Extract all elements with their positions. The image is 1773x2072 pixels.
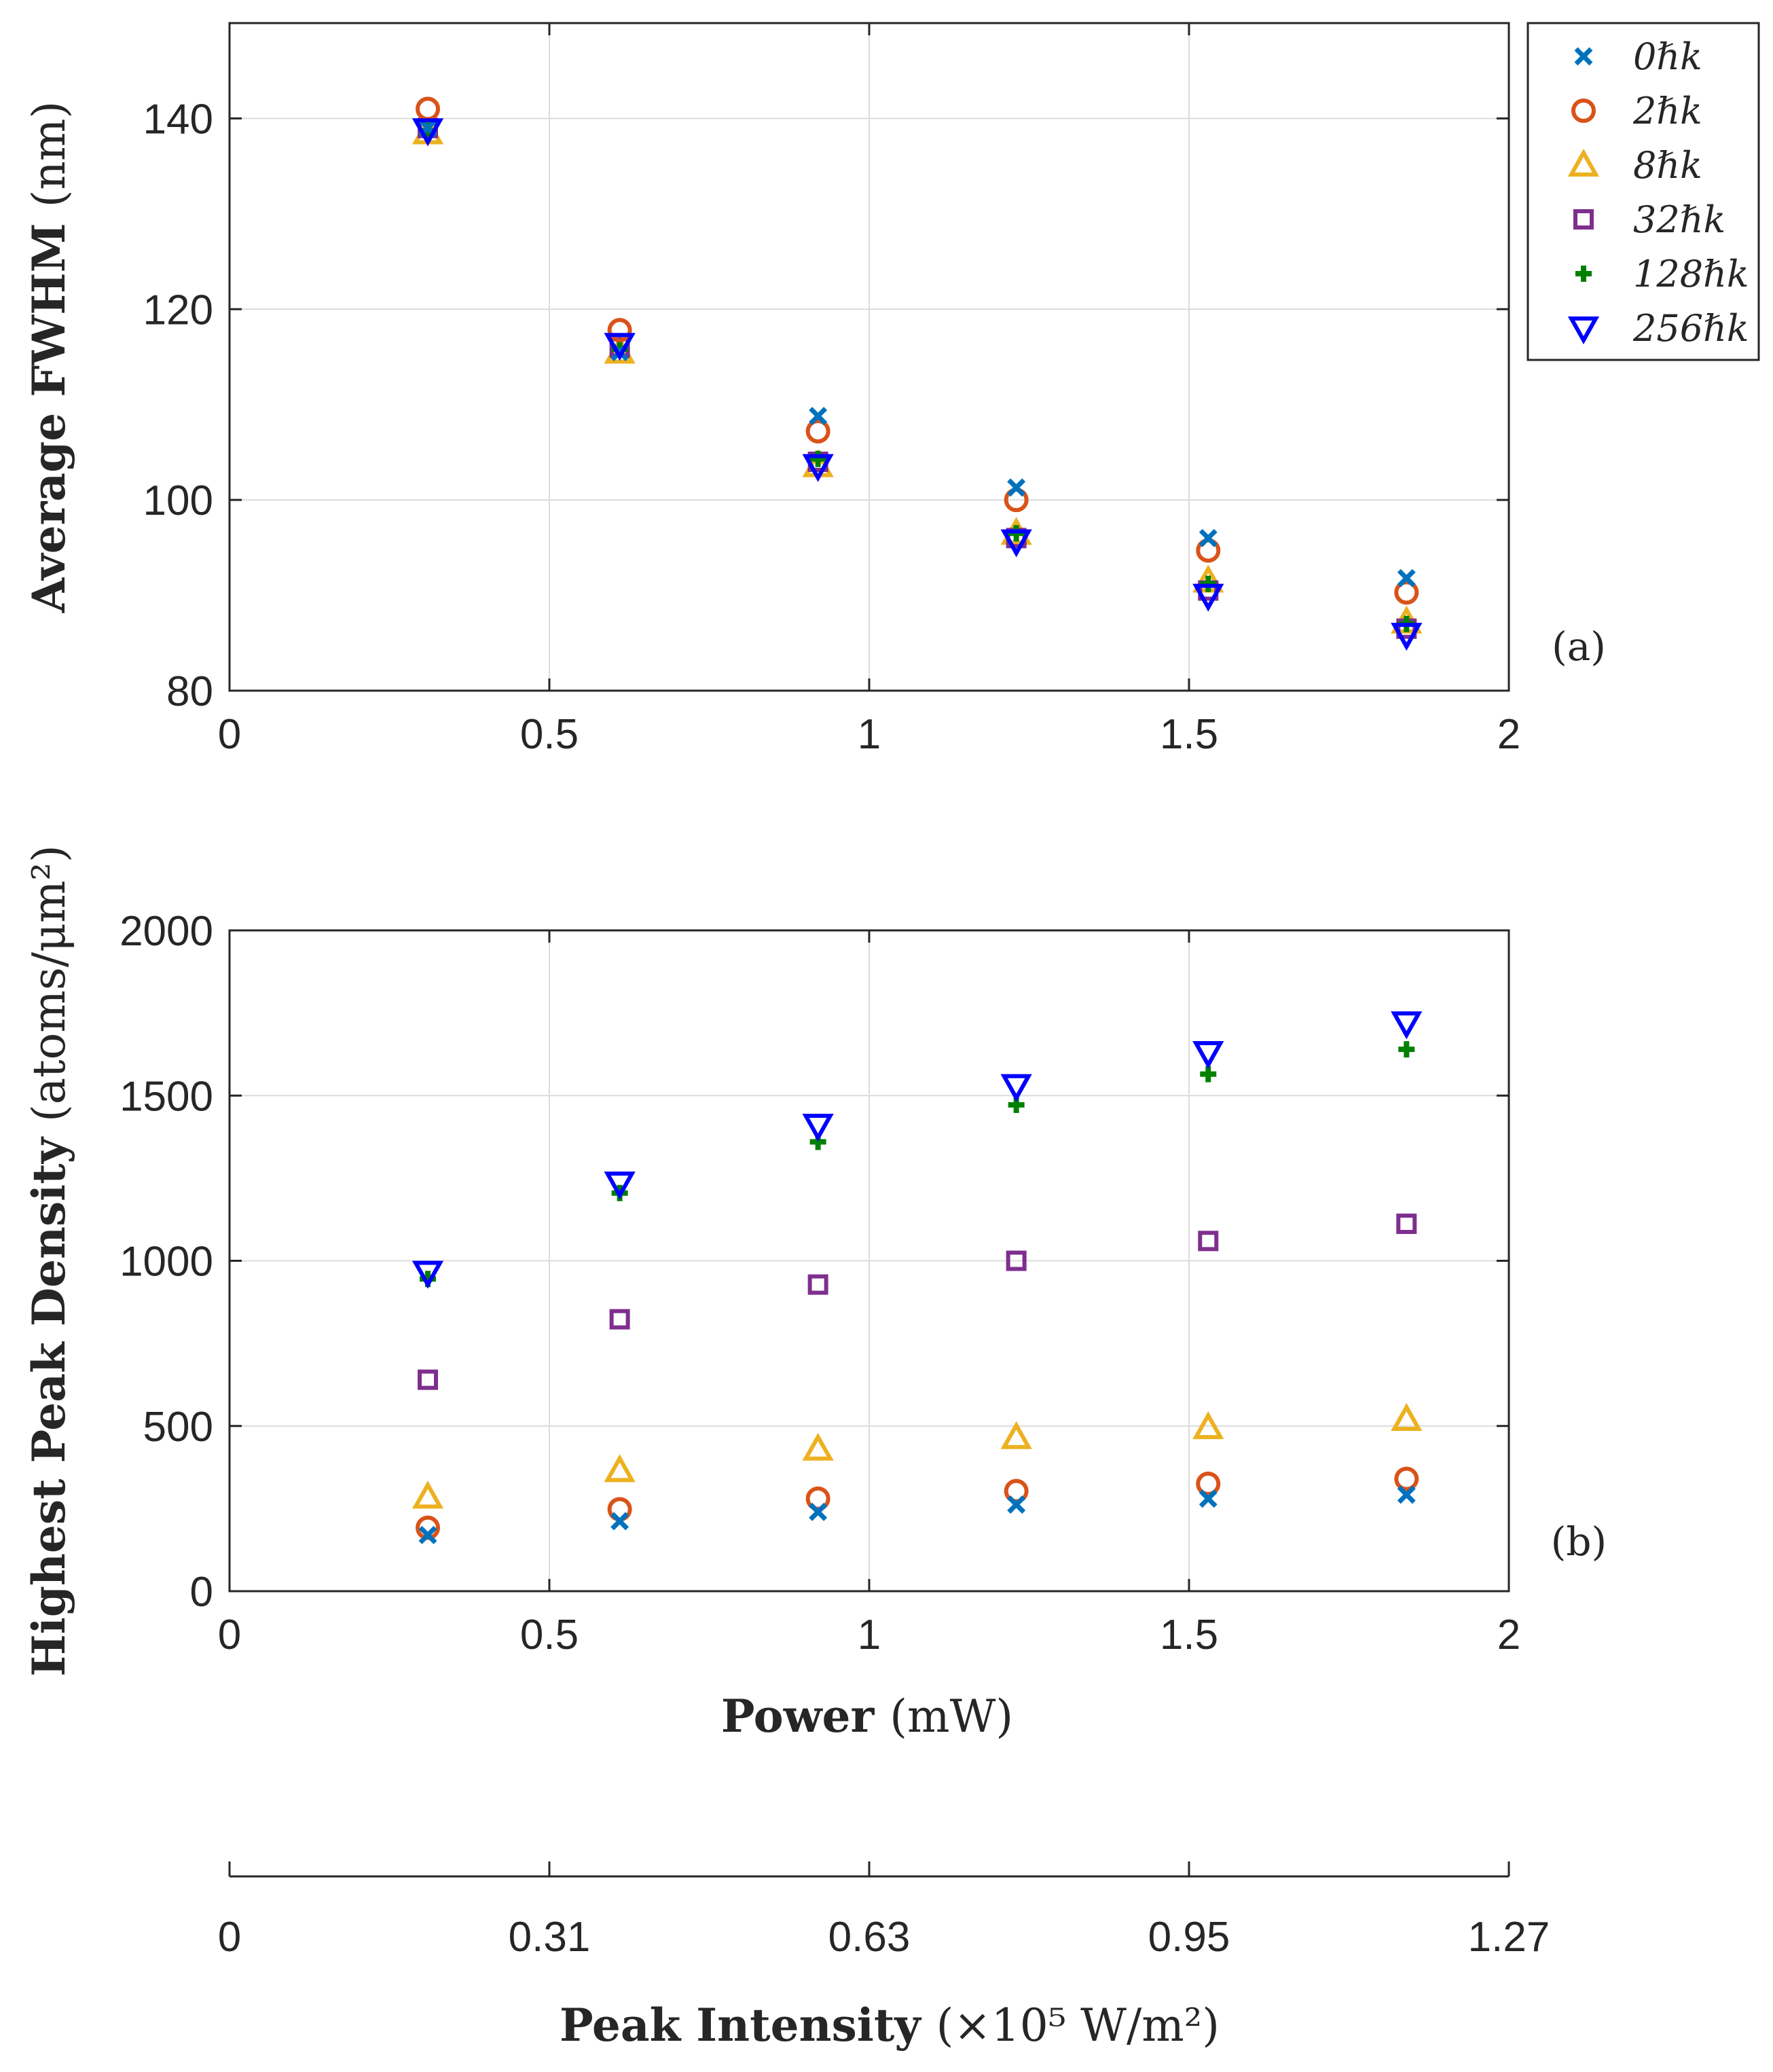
intensity-axis-title: Peak Intensity (×10⁵ W/m²)	[560, 1999, 1220, 2052]
data-point	[809, 450, 826, 467]
data-point	[802, 1114, 834, 1142]
y-tick-label: 80	[166, 668, 213, 715]
y-tick-label: 1500	[120, 1073, 213, 1120]
x-tick-label: 0	[218, 1612, 241, 1658]
legend-marker	[1573, 209, 1594, 230]
y-axis-title-unit: (atoms/μm²)	[23, 845, 75, 1122]
data-point	[1391, 1011, 1423, 1040]
data-point	[1192, 583, 1224, 612]
intensity-tick-label: 0.95	[1148, 1914, 1230, 1961]
legend-label: 32ℏk	[1633, 198, 1725, 241]
data-point	[1192, 1041, 1224, 1070]
x-tick-label: 1	[858, 711, 881, 758]
data-point	[1398, 1041, 1415, 1058]
y-tick-label: 120	[143, 287, 213, 333]
data-point	[1196, 1471, 1221, 1496]
data-point	[1198, 1231, 1219, 1252]
y-tick-label: 140	[143, 96, 213, 143]
panel-b-plot: 0 0.5 1 1.5 2 0 500 1000 1500 2000 Highest Peak De…	[22, 845, 1607, 1676]
legend: 0ℏk 2ℏk 8ℏk 32ℏk 128ℏk 256ℏk	[1527, 22, 1760, 361]
legend-marker	[1567, 148, 1600, 177]
data-point	[1391, 1402, 1423, 1432]
y-tick-label: 2000	[120, 908, 213, 955]
legend-label: 128ℏk	[1633, 253, 1749, 295]
y-tick-label: 1000	[120, 1239, 213, 1286]
intensity-tick-label: 0.63	[828, 1914, 911, 1961]
data-point	[1007, 1495, 1026, 1514]
data-point	[802, 454, 834, 482]
y-axis-title-bold: Average FWHM	[22, 207, 75, 613]
data-point	[412, 1480, 444, 1509]
data-points	[412, 96, 1423, 651]
data-point	[1397, 568, 1416, 587]
y-tick-label: 500	[143, 1404, 213, 1451]
x-tick-label: 0	[218, 711, 241, 758]
x-tick-label: 2	[1497, 1612, 1520, 1658]
x-tick-label: 1.5	[1160, 1612, 1218, 1658]
data-point	[1000, 529, 1032, 558]
x-tick-label: 0.5	[520, 1612, 579, 1658]
data-point	[412, 118, 444, 147]
legend-marker	[1571, 98, 1596, 123]
legend-label: 256ℏk	[1632, 307, 1749, 350]
data-point	[802, 1432, 834, 1461]
intensity-tick-label: 0.31	[509, 1914, 591, 1961]
data-point	[1199, 1489, 1218, 1508]
x-tick-label: 1	[858, 1612, 881, 1658]
data-point	[610, 1512, 629, 1531]
panel-label: (b)	[1551, 1519, 1607, 1565]
data-point	[1397, 1485, 1416, 1504]
data-point	[604, 1454, 636, 1483]
legend-box	[1527, 22, 1760, 361]
legend-marker	[1574, 47, 1593, 66]
data-point	[412, 1260, 444, 1289]
x-tick-label: 2	[1497, 711, 1520, 758]
data-points	[412, 1011, 1423, 1544]
legend-label: 0ℏk	[1633, 35, 1702, 78]
data-point	[418, 1369, 439, 1390]
data-point	[604, 1171, 636, 1200]
legend-marker	[1575, 266, 1592, 282]
y-axis-title-unit: (nm)	[23, 101, 75, 208]
data-point	[1394, 580, 1419, 605]
data-point	[1394, 1466, 1419, 1491]
data-point	[805, 419, 830, 444]
data-point	[604, 333, 636, 361]
data-point	[1199, 528, 1218, 547]
panel-a-plot: 0 0.5 1 1.5 2 80 100 120 140 Average FWHM (nm) (a)	[22, 22, 1606, 758]
y-tick-label: 100	[143, 477, 213, 524]
intensity-tick-label: 0	[218, 1914, 241, 1961]
y-tick-label: 0	[190, 1569, 213, 1616]
intensity-tick-label: 1.27	[1468, 1914, 1550, 1961]
data-point	[1192, 1411, 1224, 1440]
legend-label: 8ℏk	[1633, 144, 1702, 187]
data-point	[609, 1309, 630, 1330]
x-tick-label: 1.5	[1160, 711, 1218, 758]
data-point	[1006, 1250, 1027, 1271]
power-axis-title-unit: (mW)	[890, 1690, 1013, 1743]
intensity-axis-title-bold: Peak Intensity	[560, 1999, 921, 2052]
data-point	[1000, 1074, 1032, 1102]
power-axis-title-bold: Power	[721, 1690, 875, 1743]
intensity-axis-title-unit: (×10⁵ W/m²)	[936, 1999, 1220, 2052]
data-point	[1000, 1421, 1032, 1449]
y-axis-title: Average FWHM (nm)	[22, 101, 75, 614]
data-point	[607, 318, 632, 343]
data-point	[809, 407, 828, 426]
data-point	[807, 1274, 828, 1295]
data-point	[1396, 1214, 1417, 1235]
y-axis-title: Highest Peak Density (atoms/μm²)	[22, 845, 75, 1676]
legend-marker	[1567, 316, 1600, 345]
y-axis-title-bold: Highest Peak Density	[22, 1122, 75, 1677]
power-axis-title: Power (mW)	[721, 1690, 1013, 1743]
legend-label: 2ℏk	[1632, 90, 1702, 132]
x-tick-label: 0.5	[520, 711, 579, 758]
panel-label: (a)	[1552, 623, 1606, 670]
data-point	[1007, 478, 1026, 497]
data-point	[418, 1525, 437, 1544]
intensity-axis: 0 0.31 0.63 0.95 1.27	[218, 1861, 1550, 1961]
data-point	[809, 1502, 828, 1521]
data-point	[1391, 623, 1423, 651]
